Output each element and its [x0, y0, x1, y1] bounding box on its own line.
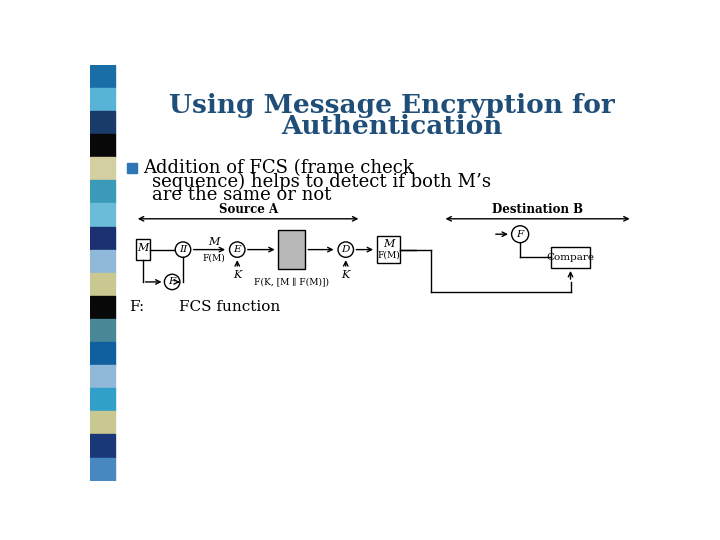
- Text: M: M: [383, 239, 394, 249]
- Bar: [90, 388, 114, 411]
- Text: F(M): F(M): [377, 251, 400, 260]
- Bar: [277, 231, 305, 269]
- Bar: [90, 457, 114, 481]
- Bar: [90, 157, 114, 180]
- Bar: [90, 342, 114, 365]
- Circle shape: [175, 242, 191, 257]
- Text: FCS function: FCS function: [179, 300, 280, 314]
- Text: F:: F:: [129, 300, 144, 314]
- Bar: [90, 88, 114, 111]
- Text: Source A: Source A: [219, 204, 278, 217]
- Text: F: F: [516, 230, 523, 239]
- Bar: [90, 319, 114, 342]
- Text: Addition of FCS (frame check: Addition of FCS (frame check: [143, 159, 413, 177]
- Text: F(K, [M ∥ F(M)]): F(K, [M ∥ F(M)]): [254, 278, 329, 287]
- Text: K: K: [341, 271, 350, 280]
- Bar: [90, 65, 114, 88]
- Text: M: M: [208, 237, 220, 247]
- Circle shape: [230, 242, 245, 257]
- Bar: [551, 247, 590, 268]
- Bar: [90, 204, 114, 226]
- Text: Compare: Compare: [546, 253, 595, 262]
- Text: are the same or not: are the same or not: [152, 186, 331, 204]
- Circle shape: [164, 274, 180, 289]
- Bar: [90, 273, 114, 296]
- Bar: [90, 134, 114, 157]
- Bar: [90, 180, 114, 204]
- Circle shape: [338, 242, 354, 257]
- Text: Authentication: Authentication: [282, 114, 503, 139]
- Text: Using Message Encryption for: Using Message Encryption for: [169, 93, 615, 118]
- Circle shape: [512, 226, 528, 242]
- Bar: [127, 164, 137, 173]
- Text: F(M): F(M): [202, 253, 225, 262]
- Bar: [90, 411, 114, 434]
- Text: D: D: [341, 245, 350, 254]
- Text: Destination B: Destination B: [492, 204, 582, 217]
- Bar: [90, 365, 114, 388]
- Text: sequence) helps to detect if both M’s: sequence) helps to detect if both M’s: [152, 173, 491, 191]
- Text: K: K: [233, 271, 241, 280]
- Bar: [377, 236, 400, 264]
- Bar: [90, 434, 114, 457]
- Bar: [90, 111, 114, 134]
- Text: F: F: [168, 278, 176, 286]
- Text: M: M: [137, 243, 148, 253]
- Bar: [136, 239, 150, 260]
- Bar: [90, 249, 114, 273]
- Text: II: II: [179, 245, 187, 254]
- Text: E: E: [233, 245, 241, 254]
- Bar: [90, 226, 114, 249]
- Bar: [90, 296, 114, 319]
